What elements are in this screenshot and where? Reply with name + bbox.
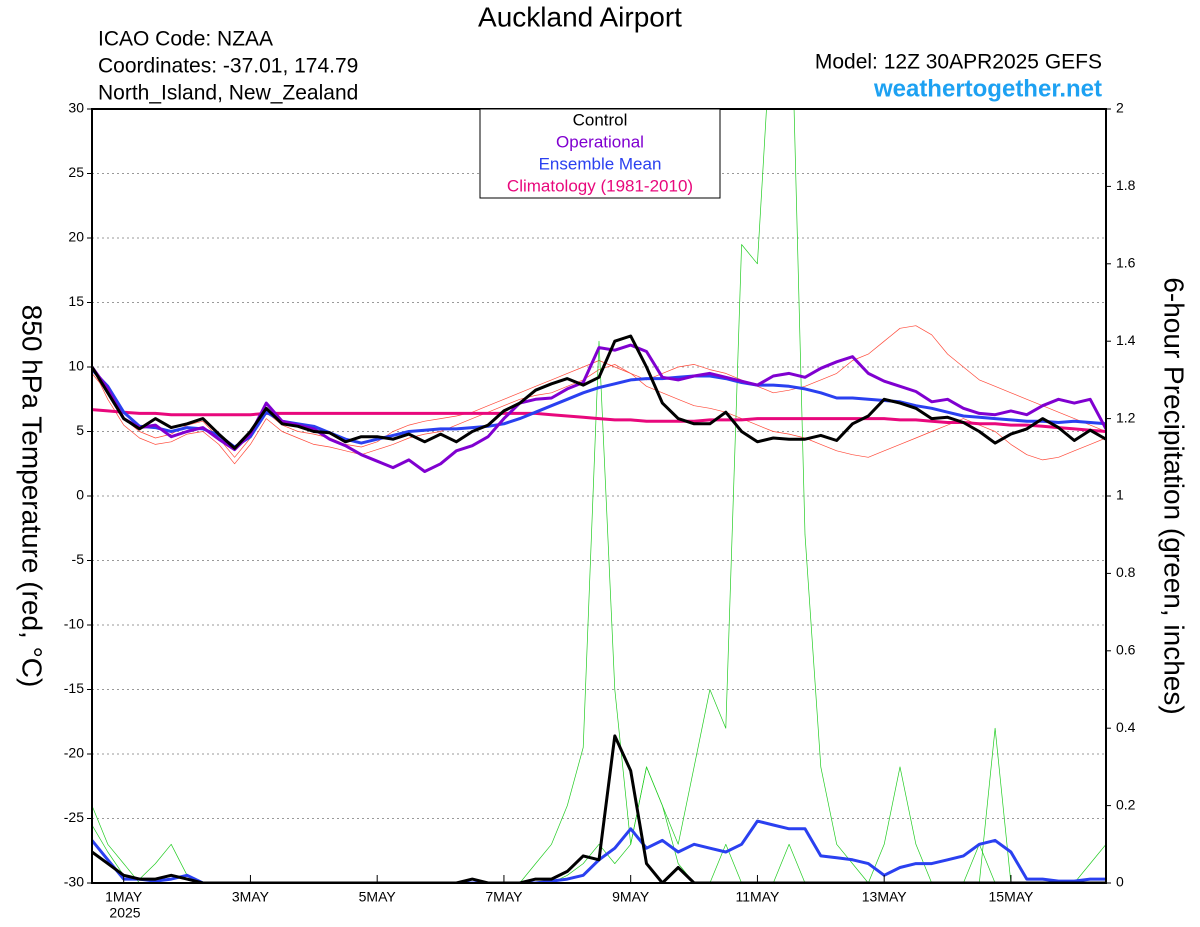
- y-tick-label: 5: [76, 422, 84, 438]
- series-line: [92, 340, 1106, 883]
- y2-tick-label: 0.6: [1116, 642, 1136, 658]
- y-tick-label: 10: [68, 358, 84, 374]
- series-line: [92, 109, 1106, 883]
- info-line: Coordinates: -37.01, 174.79: [98, 55, 358, 78]
- y2-tick-label: 0.8: [1116, 564, 1136, 580]
- model-label: Model: 12Z 30APR2025 GEFS: [815, 51, 1102, 74]
- legend: Control Operational Ensemble Mean Climatolo…: [507, 110, 693, 195]
- y-axis-label: 850 hPa Temperature (red, °C): [17, 305, 48, 688]
- y-tick-label: -30: [64, 874, 84, 890]
- x-tick-label: 11MAY: [736, 889, 780, 905]
- x-year-label: 2025: [109, 905, 140, 921]
- y2-tick-label: 0.4: [1116, 719, 1136, 735]
- y-tick-label: 30: [68, 100, 84, 116]
- chart-title: Auckland Airport: [478, 1, 682, 32]
- y-tick-label: -20: [64, 745, 84, 761]
- y-tick-label: -25: [64, 809, 84, 825]
- x-tick-label: 1MAY: [105, 889, 143, 905]
- x-tick-label: 3MAY: [232, 889, 270, 905]
- y2-tick-label: 1: [1116, 487, 1124, 503]
- legend-entry: Control: [573, 110, 628, 129]
- y-tick-label: 20: [68, 229, 84, 245]
- y-tick-label: 25: [68, 164, 84, 180]
- info-line: ICAO Code: NZAA: [98, 28, 273, 51]
- x-tick-label: 7MAY: [485, 889, 523, 905]
- y-tick-label: -15: [64, 680, 84, 696]
- legend-box: [479, 108, 721, 199]
- y2-axis-label: 6-hour Precipitation (green, inches): [1159, 277, 1190, 714]
- x-tick-label: 5MAY: [359, 889, 397, 905]
- x-tick-label: 15MAY: [989, 889, 1035, 905]
- series-line: [92, 368, 1106, 449]
- y2-tick-label: 2: [1116, 100, 1124, 116]
- x-tick-label: 13MAY: [862, 889, 908, 905]
- y-tick-label: 15: [68, 293, 84, 309]
- plot-area: [92, 109, 1106, 883]
- y2-tick-label: 0.2: [1116, 796, 1136, 812]
- series-line: [92, 334, 1106, 450]
- y-tick-label: -5: [72, 551, 85, 567]
- y-tick-label: -10: [64, 616, 84, 632]
- legend-entry: Operational: [556, 132, 644, 151]
- y2-tick-label: 1.6: [1116, 255, 1136, 271]
- y2-tick-label: 1.2: [1116, 409, 1136, 425]
- y2-tick-label: 0: [1116, 874, 1124, 890]
- legend-entry: Ensemble Mean: [539, 154, 662, 173]
- series-line: [92, 364, 1106, 465]
- source-label: weathertogether.net: [873, 75, 1102, 102]
- y2-tick-label: 1.4: [1116, 332, 1136, 348]
- y-tick-label: 0: [76, 487, 84, 503]
- legend-entry: Climatology (1981-2010): [507, 176, 693, 195]
- y2-tick-label: 1.8: [1116, 177, 1136, 193]
- axes: -30 -25 -20 -15 -10 -5 0 5 10 15 20 25 30 0 0.2 0.4 0.6 0…: [64, 100, 1136, 905]
- series-line: [92, 734, 1106, 883]
- info-line: North_Island, New_Zealand: [98, 82, 358, 105]
- x-tick-label: 9MAY: [612, 889, 650, 905]
